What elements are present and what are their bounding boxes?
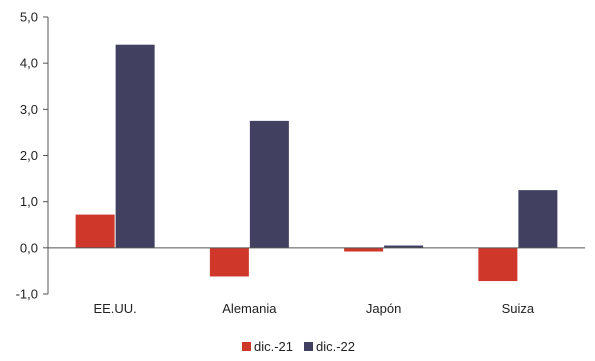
bar-dic.-22-Suiza — [518, 190, 558, 248]
y-tick-label: -1,0 — [16, 287, 38, 302]
category-label: Japón — [366, 301, 401, 316]
y-axis-ticks: 5,0 4,0 3,0 2,0 1,0 0,0 -1,0 — [16, 10, 48, 302]
legend-swatch-dic.-21 — [242, 342, 251, 351]
category-labels: EE.UU. Alemania Japón Suiza — [93, 301, 534, 316]
legend-label: dic.-21 — [254, 339, 293, 354]
category-label: Suiza — [502, 301, 535, 316]
y-tick-label: 5,0 — [20, 10, 38, 25]
y-tick-label: 4,0 — [20, 56, 38, 71]
legend-label: dic.-22 — [316, 339, 355, 354]
bar-dic.-21-Japón — [344, 247, 384, 252]
bars — [75, 44, 558, 282]
y-tick-label: 0,0 — [20, 240, 38, 255]
legend-swatch-dic.-22 — [304, 342, 313, 351]
bar-dic.-22-EE.UU. — [115, 44, 155, 248]
y-tick-label: 3,0 — [20, 102, 38, 117]
bar-dic.-21-Alemania — [209, 247, 249, 277]
bar-dic.-22-Japón — [384, 245, 424, 248]
bar-dic.-22-Alemania — [249, 120, 289, 248]
bar-dic.-21-EE.UU. — [75, 214, 115, 248]
category-label: Alemania — [222, 301, 277, 316]
category-label: EE.UU. — [93, 301, 136, 316]
legend: dic.-21 dic.-22 — [242, 339, 355, 354]
y-tick-label: 1,0 — [20, 194, 38, 209]
bar-dic.-21-Suiza — [478, 247, 518, 282]
y-tick-label: 2,0 — [20, 148, 38, 163]
